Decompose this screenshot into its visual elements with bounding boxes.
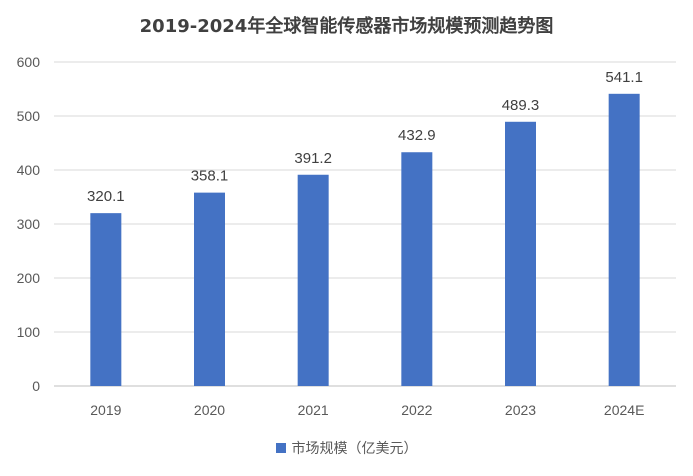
- bar: [401, 152, 433, 386]
- chart-title: 2019-2024年全球智能传感器市场规模预测趋势图: [139, 16, 554, 37]
- bar: [194, 192, 225, 386]
- bar: [90, 213, 122, 386]
- legend: 市场规模（亿美元）: [0, 438, 693, 458]
- y-tick-label: 500: [17, 108, 41, 124]
- y-tick-label: 100: [17, 324, 41, 340]
- data-label: 358.1: [191, 168, 229, 185]
- data-label: 320.1: [87, 188, 125, 205]
- legend-swatch: [275, 443, 286, 453]
- y-tick-label: 200: [17, 270, 41, 286]
- y-tick-label: 0: [32, 378, 40, 394]
- y-tick-label: 600: [17, 54, 41, 70]
- data-label: 391.2: [294, 150, 332, 167]
- data-label: 432.9: [398, 127, 436, 144]
- y-tick-label: 300: [17, 216, 41, 232]
- legend-label: 市场规模（亿美元）: [291, 441, 418, 457]
- bar: [297, 174, 329, 386]
- x-tick-label: 2024E: [604, 402, 644, 418]
- data-label: 489.3: [502, 97, 540, 114]
- x-tick-label: 2020: [194, 402, 225, 418]
- x-tick-label: 2022: [401, 402, 432, 418]
- x-tick-label: 2019: [90, 402, 121, 418]
- bar: [608, 93, 640, 386]
- bar: [505, 121, 536, 386]
- data-label: 541.1: [605, 69, 643, 86]
- y-tick-label: 400: [17, 162, 41, 178]
- x-tick-label: 2023: [505, 402, 536, 418]
- x-tick-label: 2021: [298, 402, 329, 418]
